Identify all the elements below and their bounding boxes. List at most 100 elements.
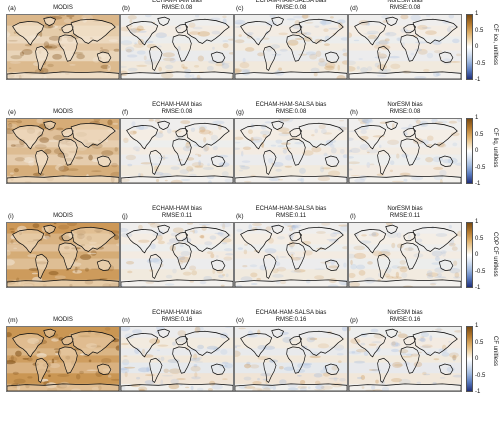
- field-patch: [188, 31, 201, 35]
- field-patch: [349, 161, 360, 165]
- field-patch: [138, 367, 151, 373]
- field-patch: [276, 69, 280, 73]
- field-patch: [69, 16, 73, 20]
- field-patch: [210, 253, 215, 259]
- latitude-band: [349, 15, 461, 26]
- field-patch: [374, 56, 387, 59]
- field-patch: [297, 385, 308, 389]
- europe-coastline: [403, 23, 416, 34]
- field-patch: [194, 64, 200, 68]
- australia-coastline: [438, 363, 454, 376]
- field-patch: [127, 15, 137, 20]
- field-patch: [242, 69, 250, 76]
- field-patch: [10, 144, 16, 147]
- latitude-band: [235, 223, 347, 234]
- field-patch: [55, 337, 61, 340]
- field-patch: [302, 15, 309, 20]
- field-patch: [388, 55, 400, 59]
- field-patch: [184, 74, 192, 79]
- field-patch: [314, 128, 319, 134]
- map-svg: [349, 223, 461, 287]
- field-patch: [208, 60, 220, 64]
- field-patch: [197, 31, 210, 37]
- colorbar-tick: 1: [475, 11, 479, 17]
- field-patch: [328, 265, 339, 269]
- field-patch: [225, 327, 233, 328]
- field-patch: [202, 166, 214, 170]
- field-patch: [189, 230, 194, 233]
- latitude-band: [121, 383, 233, 391]
- africa-coastline: [286, 138, 306, 166]
- antarctica-coastline: [235, 71, 347, 79]
- field-patch: [36, 353, 47, 358]
- field-patch: [88, 154, 93, 161]
- panel-title: MODIS: [53, 109, 73, 115]
- field-patch: [437, 120, 448, 124]
- field-patch: [88, 359, 92, 363]
- field-patch: [403, 178, 408, 182]
- field-patch: [191, 376, 201, 380]
- field-patch: [389, 169, 393, 173]
- field-patch: [44, 44, 58, 50]
- field-patch: [290, 253, 294, 260]
- field-patch: [456, 53, 461, 57]
- field-patch: [381, 386, 390, 391]
- field-patch: [220, 349, 228, 355]
- field-patch: [160, 379, 164, 386]
- field-patch: [141, 40, 154, 44]
- field-patch: [361, 119, 373, 124]
- europe-coastline: [61, 335, 74, 346]
- field-patch: [359, 143, 369, 151]
- field-patch: [165, 64, 174, 70]
- field-patch: [349, 282, 361, 287]
- field-patch: [451, 246, 458, 251]
- field-patch: [453, 260, 458, 266]
- field-patch: [66, 15, 75, 18]
- field-patch: [395, 271, 400, 278]
- north-america-coastline: [240, 229, 273, 254]
- australia-coastline: [96, 51, 112, 64]
- field-patch: [262, 133, 267, 138]
- world-map: [6, 118, 120, 184]
- field-patch: [182, 271, 192, 276]
- field-patch: [108, 39, 119, 43]
- field-patch: [223, 248, 233, 252]
- field-patch: [239, 164, 246, 167]
- greenland-coastline: [157, 120, 170, 131]
- field-patch: [268, 157, 274, 164]
- field-patch: [410, 15, 421, 21]
- world-map: [6, 14, 120, 80]
- field-patch: [295, 256, 305, 259]
- field-patch: [399, 260, 407, 265]
- field-patch: [124, 333, 134, 339]
- field-patch: [448, 242, 456, 247]
- field-patch: [134, 347, 140, 354]
- field-patch: [50, 25, 59, 29]
- field-patch: [414, 76, 427, 79]
- field-patch: [194, 165, 204, 169]
- field-patch: [198, 129, 211, 135]
- field-patch: [221, 242, 228, 245]
- field-patch: [127, 270, 133, 274]
- field-patch: [76, 145, 88, 151]
- africa-coastline: [58, 346, 78, 374]
- field-patch: [242, 57, 246, 63]
- field-patch: [401, 272, 408, 279]
- field-patch: [431, 119, 438, 123]
- colorbar-tick: 0.5: [475, 235, 484, 242]
- field-patch: [442, 58, 452, 65]
- field-patch: [394, 342, 401, 347]
- field-patch: [349, 147, 361, 154]
- latitude-band: [235, 362, 347, 374]
- world-map: [348, 222, 462, 288]
- field-patch: [162, 52, 175, 58]
- field-patch: [223, 256, 233, 261]
- colorbar-tick: 0: [475, 148, 479, 154]
- field-patch: [264, 121, 272, 124]
- field-patch: [32, 172, 45, 177]
- field-patch: [252, 223, 263, 227]
- south-america-coastline: [35, 45, 49, 71]
- field-patch: [454, 330, 461, 333]
- field-patch: [390, 341, 399, 347]
- latitude-band: [349, 140, 461, 148]
